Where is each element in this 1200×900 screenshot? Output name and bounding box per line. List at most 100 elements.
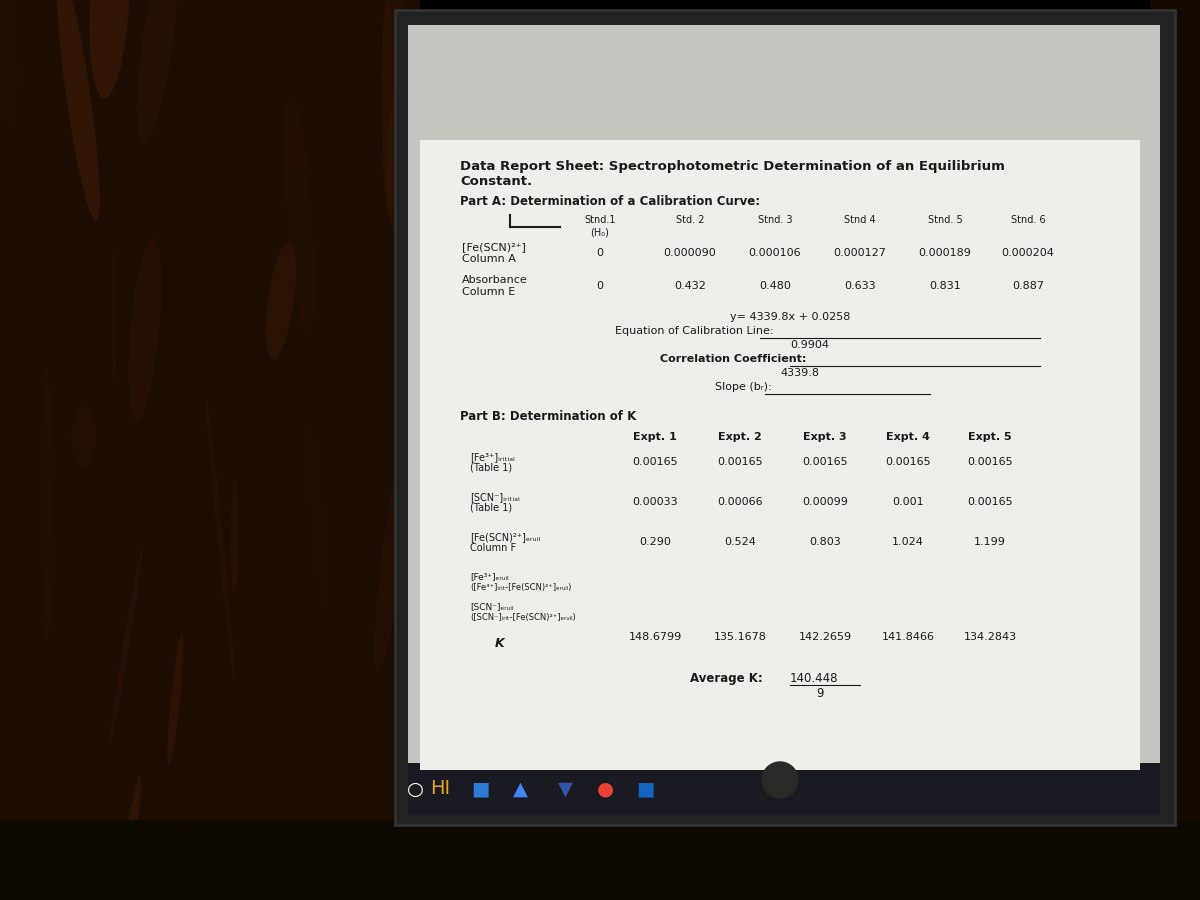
Ellipse shape [71,407,97,468]
Text: Expt. 4: Expt. 4 [886,432,930,442]
Text: (Table 1): (Table 1) [470,503,512,513]
Text: [Fe(SCN)²⁺]ₑᵣᵤᵢₗ: [Fe(SCN)²⁺]ₑᵣᵤᵢₗ [470,532,540,542]
Ellipse shape [284,94,314,337]
Ellipse shape [41,367,53,642]
Text: 134.2843: 134.2843 [964,632,1016,642]
Text: ■: ■ [636,779,654,798]
Text: [Fe³⁺]ₑᵣᵤᵢₗ: [Fe³⁺]ₑᵣᵤᵢₗ [470,572,509,581]
Circle shape [762,762,798,798]
Text: 1.199: 1.199 [974,537,1006,547]
Text: 4339.8: 4339.8 [780,368,820,378]
Ellipse shape [167,634,184,767]
Text: 9: 9 [816,687,823,700]
Text: 0.00066: 0.00066 [718,497,763,507]
Text: Std. 2: Std. 2 [676,215,704,225]
Text: [Fe(SCN)²⁺]: [Fe(SCN)²⁺] [462,242,526,252]
Ellipse shape [173,761,197,819]
Bar [0,0,420,900]
Bar [1150,0,1200,900]
Ellipse shape [137,0,178,143]
Ellipse shape [266,242,296,359]
Text: (Table 1): (Table 1) [470,463,512,473]
Bar [408,763,1160,815]
Text: y= 4339.8x + 0.0258: y= 4339.8x + 0.0258 [730,312,850,322]
Ellipse shape [77,674,101,798]
Ellipse shape [132,693,169,898]
Text: 135.1678: 135.1678 [714,632,767,642]
Ellipse shape [371,556,391,795]
Text: ■: ■ [470,779,490,798]
Text: Column F: Column F [470,543,516,553]
Text: Equation of Calibration Line:: Equation of Calibration Line: [616,326,774,336]
Text: 0.000189: 0.000189 [918,248,972,258]
Text: 0.001: 0.001 [892,497,924,507]
Ellipse shape [106,775,142,900]
Text: 0.00165: 0.00165 [967,497,1013,507]
Text: 0.00033: 0.00033 [632,497,678,507]
Text: ▲: ▲ [512,779,528,798]
Text: Stnd.1
(H₀): Stnd.1 (H₀) [584,215,616,238]
Text: 0: 0 [596,248,604,258]
Ellipse shape [382,0,408,235]
Text: Constant.: Constant. [460,175,532,188]
Ellipse shape [211,739,245,807]
Text: 0.290: 0.290 [640,537,671,547]
Text: 0.00165: 0.00165 [967,457,1013,467]
Text: Stnd. 3: Stnd. 3 [757,215,792,225]
Text: 0.00165: 0.00165 [632,457,678,467]
Text: Expt. 2: Expt. 2 [718,432,762,442]
Text: 0.00165: 0.00165 [802,457,848,467]
Text: 0.000204: 0.000204 [1002,248,1055,258]
Text: Stnd. 5: Stnd. 5 [928,215,962,225]
Text: Column E: Column E [462,287,515,297]
Text: 0.00165: 0.00165 [718,457,763,467]
Ellipse shape [112,248,116,386]
Text: 140.448: 140.448 [790,672,839,685]
Text: 148.6799: 148.6799 [629,632,682,642]
Text: [Fe³⁺]ᵢᵣᵢₜᵢₐₗ: [Fe³⁺]ᵢᵣᵢₜᵢₐₗ [470,452,515,462]
Text: [SCN⁻]ₑᵣᵤᵢₗ: [SCN⁻]ₑᵣᵤᵢₗ [470,602,514,611]
Ellipse shape [262,100,302,328]
Text: 0.000090: 0.000090 [664,248,716,258]
Ellipse shape [90,0,130,98]
Text: HI: HI [430,779,450,798]
Ellipse shape [180,494,206,706]
Ellipse shape [150,122,185,209]
Text: ○: ○ [407,779,424,798]
Text: Expt. 5: Expt. 5 [968,432,1012,442]
Text: ([Fe³⁺]ᵢᵣᵢₜ-[Fe(SCN)²⁺]ₑᵣᵤᵢₗ): ([Fe³⁺]ᵢᵣᵢₜ-[Fe(SCN)²⁺]ₑᵣᵤᵢₗ) [470,583,571,592]
Text: 0.9904: 0.9904 [791,340,829,350]
Text: 142.2659: 142.2659 [798,632,852,642]
Ellipse shape [235,202,260,378]
Text: 0.887: 0.887 [1012,281,1044,291]
Text: Stnd 4: Stnd 4 [844,215,876,225]
Ellipse shape [128,238,162,420]
Text: [SCN⁻]ᵢᵣᵢₜᵢₐₗ: [SCN⁻]ᵢᵣᵢₜᵢₐₗ [470,492,520,502]
Text: 0: 0 [596,281,604,291]
Text: 0.480: 0.480 [760,281,791,291]
Text: Slope (bᵣ):: Slope (bᵣ): [715,382,772,392]
Text: 141.8466: 141.8466 [882,632,935,642]
Bar [0,820,1200,900]
Text: Column A: Column A [462,254,516,264]
Ellipse shape [230,480,238,593]
Text: 0.803: 0.803 [809,537,841,547]
Text: ([SCN⁻]ᵢᵣᵢₜ-[Fe(SCN)²⁺]ₑᵣᵤᵢₗ): ([SCN⁻]ᵢᵣᵢₜ-[Fe(SCN)²⁺]ₑᵣᵤᵢₗ) [470,613,576,622]
Ellipse shape [382,3,396,218]
Text: 0.00099: 0.00099 [802,497,848,507]
Text: 0.000127: 0.000127 [834,248,887,258]
Ellipse shape [277,46,307,169]
Ellipse shape [56,0,100,221]
Ellipse shape [109,544,143,743]
Text: 0.633: 0.633 [844,281,876,291]
Text: Part B: Determination of K: Part B: Determination of K [460,410,636,423]
Ellipse shape [374,414,416,670]
Text: ▼: ▼ [558,779,572,798]
Text: K: K [496,637,505,650]
Text: Absorbance: Absorbance [462,275,528,285]
Bar [395,10,1175,825]
Text: 0.00165: 0.00165 [886,457,931,467]
Ellipse shape [306,422,329,613]
Text: 1.024: 1.024 [892,537,924,547]
Text: 0.831: 0.831 [929,281,961,291]
